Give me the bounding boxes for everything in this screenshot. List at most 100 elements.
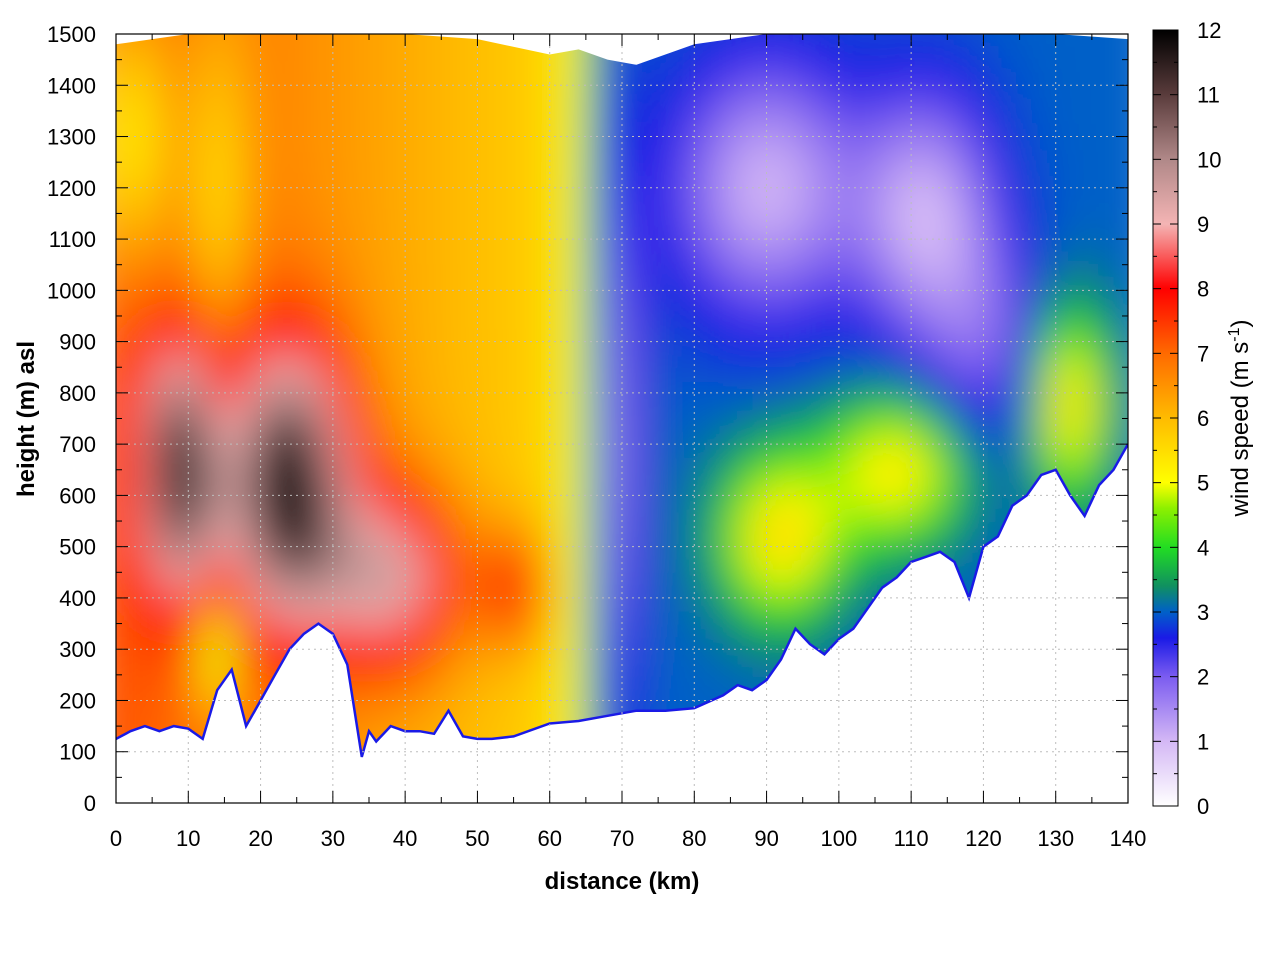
field-cell	[925, 72, 941, 87]
field-cell	[853, 546, 869, 561]
field-cell	[419, 367, 435, 381]
field-cell	[1128, 790, 1143, 804]
field-cell	[491, 700, 508, 715]
field-cell	[636, 662, 652, 676]
field-cell	[492, 8, 507, 22]
field-cell	[246, 264, 262, 279]
field-cell	[231, 72, 247, 87]
field-cell	[318, 85, 334, 99]
field-cell	[463, 277, 479, 292]
field-cell	[405, 546, 421, 561]
field-cell	[809, 431, 826, 445]
field-cell	[578, 264, 594, 279]
field-cell	[405, 713, 421, 727]
field-cell	[390, 636, 406, 650]
field-cell	[390, 649, 406, 663]
field-cell	[925, 316, 941, 330]
field-cell	[318, 277, 334, 292]
field-cell	[636, 508, 652, 522]
field-cell	[188, 341, 204, 356]
field-cell	[506, 662, 522, 676]
field-cell	[1070, 226, 1086, 240]
field-cell	[983, 0, 998, 9]
field-cell	[491, 597, 508, 612]
field-cell	[766, 418, 782, 433]
x-tick-label: 100	[820, 826, 857, 851]
field-cell	[622, 367, 638, 381]
field-cell	[1026, 392, 1043, 407]
field-cell	[173, 239, 190, 253]
field-cell	[188, 354, 204, 368]
field-cell	[275, 239, 291, 253]
field-cell	[477, 354, 493, 368]
field-cell	[130, 59, 146, 74]
field-cell	[246, 123, 262, 138]
field-cell	[144, 585, 161, 599]
field-cell	[636, 200, 652, 215]
field-cell	[390, 444, 406, 458]
field-cell	[347, 431, 363, 445]
field-cell	[1012, 85, 1028, 99]
field-cell	[1084, 392, 1100, 407]
field-cell	[737, 521, 753, 535]
field-cell	[896, 405, 912, 420]
field-cell	[1070, 444, 1086, 458]
field-cell	[622, 380, 638, 394]
field-cell	[911, 328, 927, 343]
field-cell	[520, 136, 537, 151]
field-cell	[593, 251, 609, 266]
field-cell	[173, 533, 190, 548]
field-cell	[491, 456, 508, 471]
field-cell	[997, 418, 1014, 433]
field-cell	[361, 662, 378, 676]
field-cell	[752, 431, 768, 445]
field-cell	[188, 597, 204, 612]
field-cell	[188, 46, 204, 61]
field-cell	[520, 546, 537, 561]
field-cell	[116, 700, 117, 715]
field-cell	[737, 649, 753, 663]
field-cell	[506, 162, 522, 176]
field-cell	[289, 175, 305, 189]
field-cell	[737, 200, 753, 215]
field-cell	[1012, 187, 1028, 202]
field-cell	[867, 469, 884, 484]
field-cell	[434, 72, 450, 87]
field-cell	[361, 367, 378, 381]
field-cell	[1026, 59, 1043, 74]
field-cell	[997, 85, 1014, 99]
field-cell	[448, 136, 464, 151]
field-cell	[795, 72, 811, 87]
field-cell	[694, 123, 710, 138]
field-cell	[1026, 98, 1043, 112]
field-cell	[116, 354, 117, 368]
field-cell	[361, 508, 378, 522]
field-cell	[824, 482, 840, 497]
field-cell	[766, 367, 782, 381]
field-cell	[940, 328, 956, 343]
field-cell	[824, 610, 840, 625]
field-cell	[491, 59, 508, 74]
field-cell	[679, 456, 696, 471]
field-cell	[477, 187, 493, 202]
field-cell	[188, 495, 204, 509]
field-cell	[578, 444, 594, 458]
field-cell	[723, 290, 739, 304]
field-cell	[1026, 316, 1043, 330]
field-cell	[954, 175, 970, 189]
field-cell	[882, 418, 898, 433]
field-cell	[188, 533, 204, 548]
field-cell	[1012, 175, 1028, 189]
field-cell	[289, 585, 305, 599]
field-cell	[434, 239, 450, 253]
field-cell	[332, 559, 349, 574]
field-cell	[275, 482, 291, 497]
field-cell	[723, 585, 739, 599]
field-cell	[463, 59, 479, 74]
field-cell	[766, 175, 782, 189]
field-cell	[1099, 162, 1115, 176]
field-cell	[564, 187, 580, 202]
field-cell	[535, 572, 551, 586]
field-cell	[824, 98, 840, 112]
field-cell	[882, 533, 898, 548]
